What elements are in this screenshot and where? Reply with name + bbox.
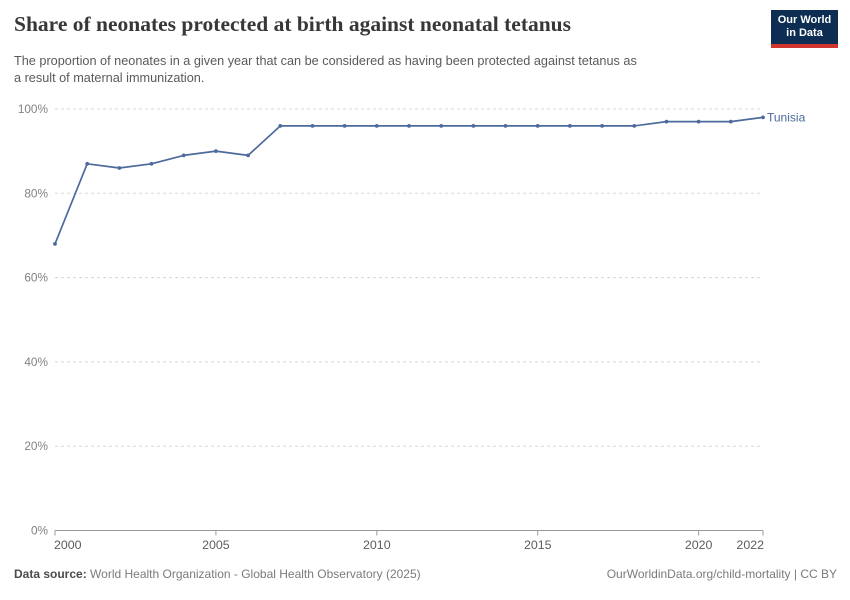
- owid-logo-line1: Our World: [777, 14, 832, 26]
- data-point: [600, 124, 604, 128]
- y-axis-tick-label: 60%: [24, 271, 48, 285]
- x-axis-tick-label: 2022: [736, 538, 764, 552]
- data-point: [53, 242, 57, 246]
- data-point: [568, 124, 572, 128]
- owid-url-license: OurWorldinData.org/child-mortality | CC …: [606, 567, 837, 581]
- x-axis-tick-label: 2010: [363, 538, 391, 552]
- data-point: [535, 124, 540, 128]
- data-point: [149, 161, 154, 166]
- data-point: [374, 124, 379, 128]
- y-axis-tick-label: 0%: [31, 524, 49, 538]
- x-axis-tick-label: 2005: [202, 538, 230, 552]
- chart-subtitle: The proportion of neonates in a given ye…: [14, 53, 637, 86]
- data-point: [761, 115, 765, 120]
- owid-logo-line2: in Data: [786, 27, 823, 39]
- chart-footer: Data source: World Health Organization -…: [14, 567, 837, 581]
- x-axis-tick-label: 2020: [685, 538, 713, 552]
- data-point: [696, 119, 701, 124]
- data-point: [471, 124, 476, 128]
- chart-subtitle-line2: a result of maternal immunization.: [14, 70, 205, 85]
- data-point: [246, 153, 251, 158]
- x-axis-tick-label: 2000: [54, 538, 82, 552]
- data-source-text: World Health Organization - Global Healt…: [86, 567, 421, 581]
- data-point: [85, 161, 90, 166]
- data-point: [214, 149, 218, 154]
- data-point: [117, 166, 122, 170]
- data-point: [181, 153, 186, 158]
- owid-logo: Our World in Data: [771, 10, 838, 48]
- data-point: [503, 124, 508, 128]
- data-source-label: Data source:: [14, 567, 87, 581]
- y-axis-tick-label: 100%: [18, 102, 49, 116]
- data-point: [310, 124, 315, 128]
- entity-label-tunisia: Tunisia: [767, 111, 806, 125]
- data-source-note: Data source: World Health Organization -…: [14, 567, 421, 581]
- chart-title: Share of neonates protected at birth aga…: [14, 12, 572, 36]
- data-point: [278, 124, 283, 128]
- data-point: [632, 124, 637, 128]
- y-axis-tick-label: 20%: [24, 439, 48, 453]
- y-axis-tick-label: 40%: [24, 355, 48, 369]
- data-point: [342, 124, 347, 128]
- data-point: [439, 124, 444, 128]
- data-point: [728, 119, 733, 124]
- data-point: [664, 119, 669, 124]
- x-axis-tick-label: 2015: [524, 538, 552, 552]
- y-axis-tick-label: 80%: [24, 186, 48, 200]
- data-point: [407, 124, 411, 128]
- chart-subtitle-line1: The proportion of neonates in a given ye…: [14, 54, 637, 68]
- tunisia-line: [54, 116, 764, 245]
